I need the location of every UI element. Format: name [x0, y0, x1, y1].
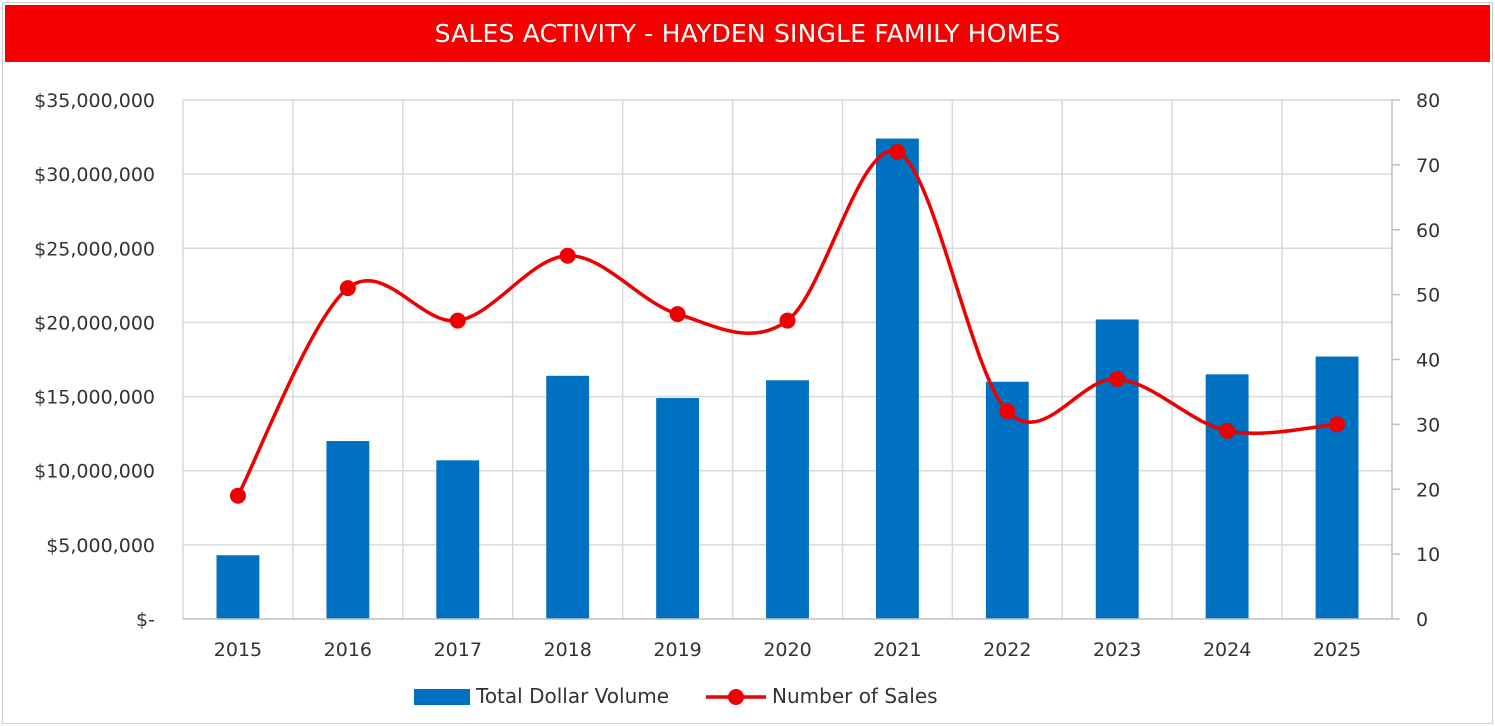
left-axis-label: $5,000,000 — [46, 535, 155, 557]
right-axis-label: 10 — [1416, 544, 1440, 566]
legend: Total Dollar Volume Number of Sales — [414, 684, 938, 708]
left-axis-label: $30,000,000 — [34, 164, 155, 186]
right-axis-label: 50 — [1416, 285, 1440, 307]
x-axis-label: 2021 — [873, 639, 921, 661]
x-axis-label: 2020 — [763, 639, 811, 661]
bar — [1315, 356, 1359, 619]
sales-count-point — [1329, 416, 1346, 433]
legend-line-label: Number of Sales — [772, 684, 938, 708]
x-axis-label: 2017 — [434, 639, 482, 661]
bar-series — [216, 138, 1359, 619]
left-axis-label: $25,000,000 — [34, 238, 155, 260]
right-axis-label: 30 — [1416, 414, 1440, 436]
sales-count-point — [559, 247, 576, 264]
sales-count-point — [339, 280, 356, 297]
left-axis-label: $35,000,000 — [34, 90, 155, 112]
bar — [875, 138, 919, 619]
sales-count-point — [229, 487, 246, 504]
bar — [766, 380, 809, 619]
bar — [326, 441, 370, 619]
bar — [656, 398, 700, 619]
bar — [216, 555, 260, 619]
legend-bar-swatch — [414, 689, 470, 705]
axes — [183, 99, 1400, 620]
sales-count-point — [669, 306, 686, 323]
bar — [1205, 374, 1249, 619]
right-axis-label: 40 — [1416, 350, 1440, 372]
right-axis-label: 60 — [1416, 220, 1440, 242]
title-bar: SALES ACTIVITY - HAYDEN SINGLE FAMILY HO… — [5, 5, 1490, 62]
left-axis-label: $20,000,000 — [34, 312, 155, 334]
x-axis-label: 2024 — [1203, 639, 1251, 661]
sales-count-point — [999, 403, 1016, 420]
sales-count-point — [779, 312, 796, 329]
bar — [436, 460, 480, 619]
x-axis-label: 2019 — [653, 639, 701, 661]
chart-title: SALES ACTIVITY - HAYDEN SINGLE FAMILY HO… — [434, 19, 1061, 48]
left-axis-label: $15,000,000 — [34, 387, 155, 409]
x-axis-label: 2025 — [1313, 639, 1361, 661]
right-axis-label: 70 — [1416, 155, 1440, 177]
x-axis-label: 2023 — [1093, 639, 1141, 661]
sales-count-point — [1109, 370, 1126, 387]
x-axis-label: 2018 — [544, 639, 592, 661]
right-axis-label: 80 — [1416, 90, 1440, 112]
x-axis-label: 2015 — [214, 639, 262, 661]
sales-count-point — [889, 143, 906, 160]
line-series — [229, 143, 1346, 504]
tick-labels: $- $5,000,000 $10,000,000 $15,000,000 $20,00… — [34, 90, 1440, 661]
legend-line-marker — [728, 689, 744, 705]
sales-count-point — [449, 312, 466, 329]
x-axis-label: 2022 — [983, 639, 1031, 661]
legend-bar-label: Total Dollar Volume — [475, 684, 669, 708]
left-axis-label: $10,000,000 — [34, 461, 155, 483]
x-axis-label: 2016 — [324, 639, 372, 661]
bar — [546, 375, 590, 619]
right-axis-label: 20 — [1416, 479, 1440, 501]
left-axis-label: $- — [136, 609, 155, 631]
bar — [1095, 319, 1139, 619]
sales-count-point — [1219, 422, 1236, 439]
right-axis-label: 0 — [1416, 609, 1428, 631]
